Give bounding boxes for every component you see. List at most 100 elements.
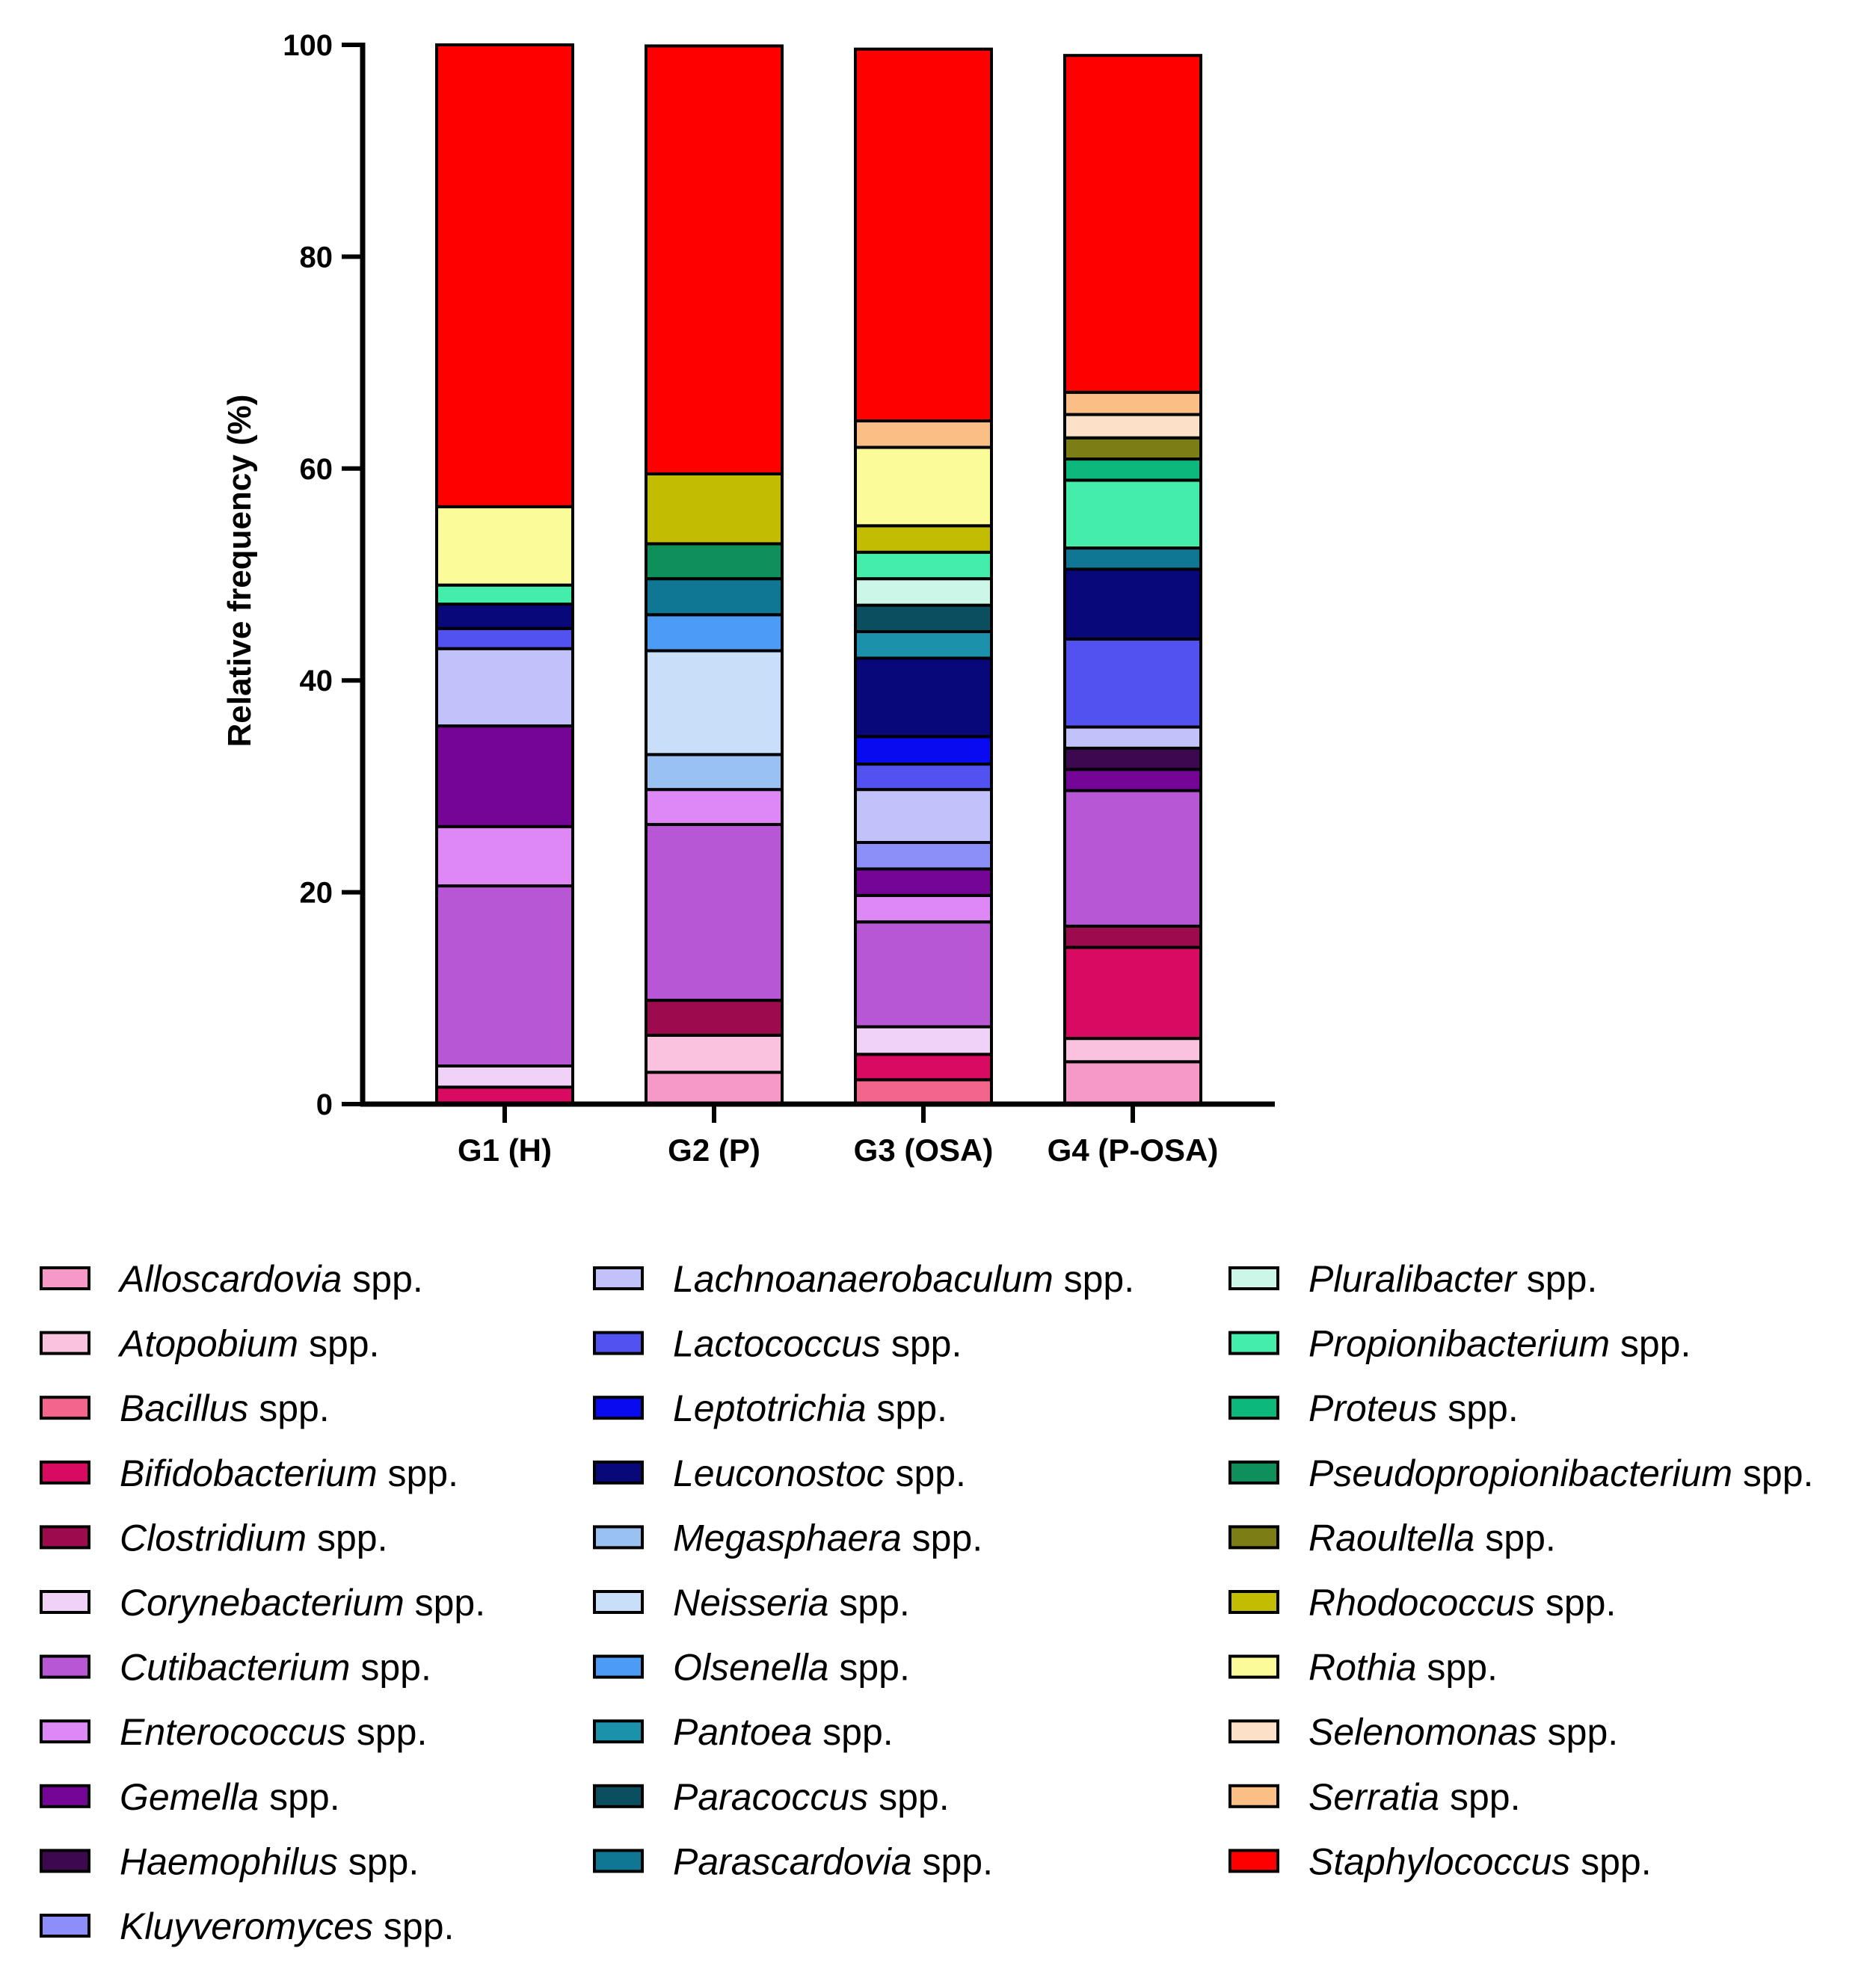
bar-segment-parascardovia (645, 577, 784, 617)
bar-segment-lachnoanaerobaculum (1063, 725, 1202, 750)
bar-segment-clostridium (1063, 924, 1202, 949)
bar-segment-proteus (1063, 457, 1202, 482)
bar-segment-propionibacterium (1063, 478, 1202, 550)
legend-swatch (40, 1266, 90, 1290)
bar-segment-parascardovia (1063, 546, 1202, 571)
x-tick-label: G1 (H) (458, 1133, 552, 1168)
legend-label: Staphylococcus spp. (1308, 1840, 1652, 1882)
legend-label: Megasphaera spp. (673, 1517, 982, 1559)
bar-segment-leuconostoc (435, 603, 574, 630)
x-tick-label: G2 (P) (668, 1133, 760, 1168)
bar-segment-enterococcus (435, 825, 574, 888)
legend-swatch (40, 1719, 90, 1744)
bar-segment-cutibacterium (854, 920, 993, 1029)
bar-segment-corynebacterium (435, 1064, 574, 1089)
legend-swatch (1228, 1719, 1279, 1744)
x-tick-label: G4 (P-OSA) (1048, 1133, 1219, 1168)
bar-segment-cutibacterium (645, 822, 784, 1002)
bar-segment-corynebacterium (854, 1025, 993, 1056)
bar-stack-3 (854, 47, 993, 1106)
legend-swatch (1228, 1266, 1279, 1290)
legend-swatch (1228, 1590, 1279, 1614)
legend-label: Propionibacterium spp. (1308, 1323, 1691, 1365)
bar-segment-leuconostoc (1063, 567, 1202, 641)
legend-swatch (40, 1460, 90, 1485)
legend-label: Rothia spp. (1308, 1647, 1498, 1689)
legend-label: Pantoea spp. (673, 1711, 894, 1753)
bar-segment-staphylococcus (435, 43, 574, 508)
legend-item-parascardovia: Parascardovia spp. (593, 1840, 993, 1882)
legend-item-rhodococcus: Rhodococcus spp. (1228, 1582, 1616, 1624)
y-tick-label: 100 (283, 29, 333, 62)
legend-swatch (40, 1849, 90, 1873)
legend-label: Corynebacterium spp. (120, 1582, 485, 1624)
legend-item-atopobium: Atopobium spp. (40, 1323, 379, 1365)
bar-segment-lachnoanaerobaculum (854, 788, 993, 845)
bar-segment-pseudopropionibacterium (645, 542, 784, 581)
bar-stack-1 (435, 43, 574, 1106)
legend-item-enterococcus: Enterococcus spp. (40, 1711, 427, 1753)
bar-segment-serratia (854, 419, 993, 449)
legend-item-staphylococcus: Staphylococcus spp. (1228, 1840, 1652, 1882)
legend-label: Lachnoanaerobaculum spp. (673, 1258, 1134, 1300)
bar-segment-pluralibacter (854, 577, 993, 607)
bar-segment-lactococcus (1063, 637, 1202, 729)
legend-label: Bacillus spp. (120, 1387, 330, 1429)
legend-swatch (1228, 1784, 1279, 1808)
legend-swatch (40, 1331, 90, 1355)
legend-swatch (593, 1719, 644, 1744)
bar-segment-gemella (435, 724, 574, 828)
bar-segment-atopobium (1063, 1037, 1202, 1064)
legend-label: Serratia spp. (1308, 1776, 1520, 1818)
bar-segment-atopobium (645, 1033, 784, 1074)
y-axis-title: Relative frequency (%) (221, 395, 258, 748)
legend-swatch (593, 1396, 644, 1420)
legend-label: Leuconostoc spp. (673, 1452, 966, 1494)
bar-segment-alloscardovia (645, 1070, 784, 1106)
bar-segment-selenomonas (1063, 413, 1202, 440)
legend-item-gemella: Gemella spp. (40, 1776, 340, 1818)
legend-label: Cutibacterium spp. (120, 1647, 431, 1689)
legend-label: Neisseria spp. (673, 1582, 910, 1624)
legend-item-bifidobacterium: Bifidobacterium spp. (40, 1452, 458, 1494)
legend: Alloscardovia spp. Atopobium spp. Bacillus… (40, 1258, 1813, 1947)
bar-segment-alloscardovia (1063, 1060, 1202, 1106)
legend-label: Selenomonas spp. (1308, 1711, 1618, 1753)
legend-item-leuconostoc: Leuconostoc spp. (593, 1452, 966, 1494)
bar-segment-megasphaera (645, 753, 784, 792)
legend-item-cutibacterium: Cutibacterium spp. (40, 1647, 431, 1689)
bar-segment-bacillus (854, 1078, 993, 1106)
bar-segment-bifidobacterium (1063, 946, 1202, 1041)
bar-segment-gemella (1063, 768, 1202, 792)
bar-segment-pantoea (854, 630, 993, 660)
bar-segment-bifidobacterium (854, 1053, 993, 1082)
legend-swatch (1228, 1396, 1279, 1420)
legend-item-megasphaera: Megasphaera spp. (593, 1517, 982, 1559)
bar-segment-rhodococcus (854, 524, 993, 554)
legend-item-alloscardovia: Alloscardovia spp. (40, 1258, 423, 1300)
legend-swatch (1228, 1849, 1279, 1873)
bar-segment-rothia (435, 505, 574, 587)
legend-label: Proteus spp. (1308, 1387, 1519, 1429)
x-tick-label: G3 (OSA) (854, 1133, 994, 1168)
legend-label: Raoultella spp. (1308, 1517, 1556, 1559)
bar-segment-leuconostoc (854, 656, 993, 739)
y-tick-label: 0 (316, 1088, 333, 1121)
legend-swatch (1228, 1331, 1279, 1355)
bar-segment-propionibacterium (435, 583, 574, 606)
bar-segment-paracoccus (854, 603, 993, 634)
legend-item-propionibacterium: Propionibacterium spp. (1228, 1323, 1691, 1365)
legend-item-bacillus: Bacillus spp. (40, 1387, 330, 1429)
legend-swatch (593, 1266, 644, 1290)
legend-swatch (1228, 1654, 1279, 1679)
legend-swatch (40, 1914, 90, 1938)
legend-item-kluyveromyces: Kluyveromyces spp. (40, 1905, 454, 1947)
legend-label: Enterococcus spp. (120, 1711, 427, 1753)
legend-item-pluralibacter: Pluralibacter spp. (1228, 1258, 1597, 1300)
legend-swatch (593, 1849, 644, 1873)
legend-label: Clostridium spp. (120, 1517, 387, 1559)
legend-label: Olsenella spp. (673, 1647, 910, 1689)
legend-swatch (593, 1460, 644, 1485)
legend-swatch (40, 1396, 90, 1420)
